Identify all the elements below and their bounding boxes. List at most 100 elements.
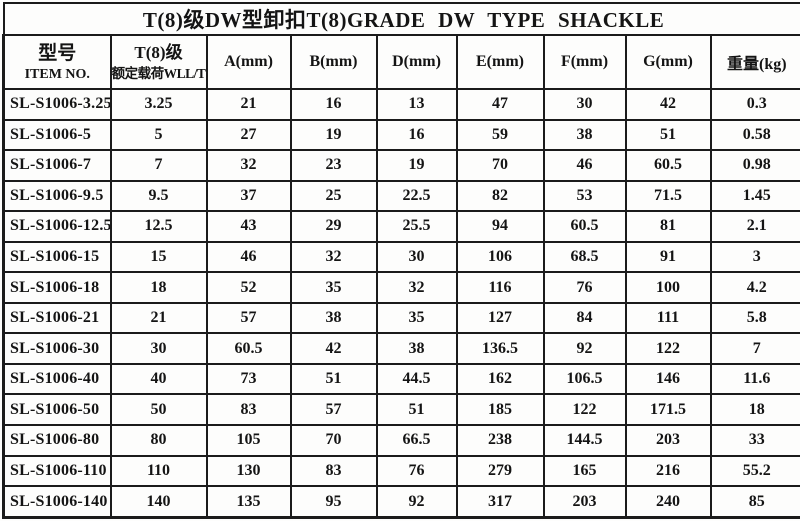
value-cell: 38 <box>375 332 458 365</box>
value-cell: 7 <box>709 332 800 365</box>
value-cell: 60.5 <box>542 210 627 243</box>
value-cell: 53 <box>542 179 627 213</box>
value-cell: 203 <box>542 485 627 520</box>
table-row: SL-S1006-5 5 27 19 16 59 38 51 0.58 <box>2 118 800 152</box>
item-no-cell: SL-S1006-140 <box>2 485 112 520</box>
col-header-f: F(mm) <box>542 34 627 90</box>
value-cell: 16 <box>375 118 458 152</box>
value-cell: 71.5 <box>624 179 712 213</box>
table-row: SL-S1006-110 110 130 83 76 279 165 216 55.2 <box>2 454 800 488</box>
item-no-cell: SL-S1006-110 <box>2 454 112 488</box>
table-row: SL-S1006-21 21 57 38 35 127 84 111 5.8 <box>2 301 800 335</box>
col-header-e: E(mm) <box>455 34 545 90</box>
value-cell: 5.8 <box>709 301 800 335</box>
value-cell: 127 <box>455 301 545 335</box>
item-no-cell: SL-S1006-12.5 <box>2 210 112 243</box>
value-cell: 35 <box>375 301 458 335</box>
table-row: SL-S1006-50 50 83 57 51 185 122 171.5 18 <box>2 393 800 427</box>
value-cell: 122 <box>624 332 712 365</box>
value-cell: 3 <box>709 240 800 274</box>
value-cell: 52 <box>205 271 292 304</box>
value-cell: 110 <box>109 454 208 488</box>
table-title-row: T(8)级DW型卸扣T(8)GRADE DW TYPE SHACKLE <box>2 2 800 36</box>
value-cell: 60.5 <box>624 149 712 182</box>
value-cell: 171.5 <box>624 393 712 427</box>
value-cell: 16 <box>289 88 378 121</box>
item-no-cell: SL-S1006-50 <box>2 393 112 427</box>
value-cell: 162 <box>455 362 545 396</box>
item-no-cell: SL-S1006-7 <box>2 149 112 182</box>
value-cell: 3.25 <box>109 88 208 121</box>
table-header-row: 型号 ITEM NO. T(8)级 额定载荷WLL/T A(mm) B(mm) … <box>2 34 800 90</box>
value-cell: 43 <box>205 210 292 243</box>
value-cell: 19 <box>289 118 378 152</box>
value-cell: 25 <box>289 179 378 213</box>
value-cell: 135 <box>205 485 292 520</box>
col-header-wll-grade: T(8)级 <box>134 43 183 62</box>
value-cell: 27 <box>205 118 292 152</box>
value-cell: 116 <box>455 271 545 304</box>
item-no-cell: SL-S1006-9.5 <box>2 179 112 213</box>
value-cell: 57 <box>205 301 292 335</box>
value-cell: 18 <box>709 393 800 427</box>
item-no-cell: SL-S1006-5 <box>2 118 112 152</box>
value-cell: 38 <box>289 301 378 335</box>
value-cell: 57 <box>289 393 378 427</box>
value-cell: 38 <box>542 118 627 152</box>
value-cell: 40 <box>109 362 208 396</box>
value-cell: 42 <box>289 332 378 365</box>
table-row: SL-S1006-140 140 135 95 92 317 203 240 85 <box>2 485 800 520</box>
value-cell: 95 <box>289 485 378 520</box>
col-header-item-no-zh: 型号 <box>38 42 77 64</box>
table-row: SL-S1006-80 80 105 70 66.5 238 144.5 203 33 <box>2 424 800 457</box>
table-row: SL-S1006-12.5 12.5 43 29 25.5 94 60.5 81 2.1 <box>2 210 800 243</box>
value-cell: 42 <box>624 88 712 121</box>
value-cell: 106.5 <box>542 362 627 396</box>
table-row: SL-S1006-15 15 46 32 30 106 68.5 91 3 <box>2 240 800 274</box>
value-cell: 30 <box>109 332 208 365</box>
col-header-item-no: 型号 ITEM NO. <box>2 34 112 90</box>
value-cell: 76 <box>542 271 627 304</box>
value-cell: 82 <box>455 179 545 213</box>
value-cell: 203 <box>624 424 712 457</box>
item-no-cell: SL-S1006-18 <box>2 271 112 304</box>
value-cell: 73 <box>205 362 292 396</box>
value-cell: 19 <box>375 149 458 182</box>
value-cell: 32 <box>375 271 458 304</box>
col-header-weight: 重量(kg) <box>709 34 800 90</box>
value-cell: 140 <box>109 485 208 520</box>
value-cell: 81 <box>624 210 712 243</box>
value-cell: 22.5 <box>375 179 458 213</box>
value-cell: 55.2 <box>709 454 800 488</box>
col-header-item-no-en: ITEM NO. <box>24 66 90 82</box>
value-cell: 30 <box>542 88 627 121</box>
value-cell: 0.98 <box>709 149 800 182</box>
value-cell: 7 <box>109 149 208 182</box>
col-header-b: B(mm) <box>289 34 378 90</box>
value-cell: 50 <box>109 393 208 427</box>
page-title-zh: T(8)级DW型卸扣 <box>142 8 307 32</box>
item-no-cell: SL-S1006-21 <box>2 301 112 335</box>
value-cell: 83 <box>205 393 292 427</box>
value-cell: 32 <box>205 149 292 182</box>
value-cell: 91 <box>624 240 712 274</box>
value-cell: 317 <box>455 485 545 520</box>
value-cell: 11.6 <box>709 362 800 396</box>
value-cell: 2.1 <box>709 210 800 243</box>
value-cell: 47 <box>455 88 545 121</box>
value-cell: 33 <box>709 424 800 457</box>
value-cell: 46 <box>542 149 627 182</box>
value-cell: 92 <box>542 332 627 365</box>
value-cell: 76 <box>375 454 458 488</box>
value-cell: 185 <box>455 393 545 427</box>
item-no-cell: SL-S1006-30 <box>2 332 112 365</box>
table-row: SL-S1006-30 30 60.5 42 38 136.5 92 122 7 <box>2 332 800 365</box>
value-cell: 111 <box>624 301 712 335</box>
value-cell: 46 <box>205 240 292 274</box>
col-header-wll-rating: 额定载荷WLL/T <box>111 66 206 81</box>
value-cell: 51 <box>375 393 458 427</box>
value-cell: 85 <box>709 485 800 520</box>
value-cell: 279 <box>455 454 545 488</box>
